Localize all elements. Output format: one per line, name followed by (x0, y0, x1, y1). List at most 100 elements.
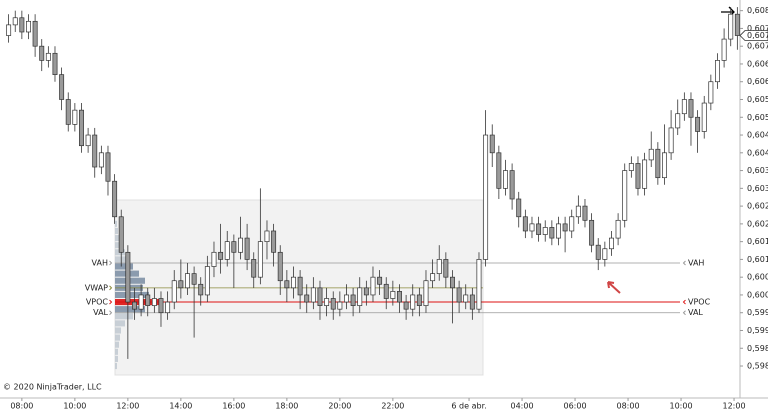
candle-body (39, 45, 45, 61)
x-tick-label: 18:00 (275, 402, 298, 411)
candle-body (708, 81, 714, 104)
profile-bar (115, 362, 117, 370)
candle-body (622, 170, 628, 221)
x-tick-label: 12:00 (116, 402, 139, 411)
y-tick-label: 0,6015 (747, 237, 768, 246)
candle-body (350, 294, 356, 306)
candle-body (668, 127, 674, 154)
candle-body (165, 301, 171, 314)
level-chevron (109, 260, 113, 266)
candle-body (476, 259, 482, 310)
profile-bar (115, 263, 133, 270)
candle-body (463, 294, 469, 303)
candle-body (542, 227, 548, 235)
candle-body (297, 276, 303, 296)
candle-body (675, 113, 681, 129)
candle-body (72, 109, 78, 125)
profile-bar (115, 334, 120, 341)
candle-body (522, 216, 528, 232)
level-chevron (109, 310, 113, 316)
candle-body (602, 248, 608, 260)
candle-body (423, 280, 429, 306)
candle-body (450, 276, 455, 289)
x-tick-label: 12:00 (723, 402, 746, 411)
candle-body (715, 60, 720, 83)
profile-bar (115, 306, 145, 313)
candle-body (264, 230, 270, 242)
candle-body (728, 13, 734, 40)
candle-body (32, 20, 38, 47)
candle-body (416, 294, 422, 306)
candle-body (324, 298, 330, 306)
candle-body (383, 283, 389, 299)
candle-body (151, 298, 157, 306)
candle-body (211, 251, 217, 267)
candle-body (556, 223, 561, 239)
profile-bar (115, 348, 118, 355)
candle-body (443, 259, 449, 278)
candle-body (65, 99, 71, 125)
profile-bar (115, 220, 117, 227)
candle-body (271, 230, 277, 253)
profile-bar (115, 291, 149, 298)
candle-body (26, 20, 31, 33)
right-level-label: VAH (688, 258, 704, 267)
candle-body (112, 180, 118, 218)
candle-body (317, 287, 323, 306)
candle-body (549, 227, 555, 239)
candle-body (377, 276, 383, 285)
candle-body (19, 17, 25, 33)
candle-body (582, 205, 588, 221)
last-price-tag (739, 30, 768, 41)
candle-body (218, 251, 224, 260)
profile-bar (115, 313, 133, 320)
y-tick-label: 0,6045 (747, 131, 768, 140)
candle-body (125, 251, 131, 303)
profile-bar (115, 341, 119, 348)
candle-body (224, 241, 230, 260)
x-tick-label: 10:00 (670, 402, 693, 411)
candle-body (251, 259, 257, 278)
candle-body (330, 298, 336, 310)
candle-body (410, 294, 416, 310)
profile-bar (115, 235, 120, 242)
right-level-label: VAL (688, 308, 703, 317)
candle-body (681, 99, 687, 115)
candle-body (198, 283, 204, 296)
candle-body (575, 205, 581, 218)
x-tick-label: 22:00 (381, 402, 404, 411)
candle-body (98, 152, 104, 168)
candle-body (403, 301, 409, 310)
candle-body (6, 24, 12, 36)
candle-body (589, 219, 595, 246)
profile-bar (115, 355, 118, 362)
x-tick-label: 10:00 (63, 402, 86, 411)
level-chevron (682, 310, 686, 316)
candle-body (609, 237, 614, 250)
candle-body (483, 134, 489, 260)
candle-body (204, 266, 210, 296)
level-chevron (109, 299, 113, 305)
x-tick-label: 08:00 (10, 402, 33, 411)
level-label: VWAP (85, 283, 108, 292)
y-tick-label: 0,6075 (747, 24, 768, 33)
candle-body (12, 17, 18, 26)
candle-body (436, 259, 442, 274)
candle-body (344, 294, 349, 303)
candle-body (456, 287, 462, 303)
y-tick-label: 0,6035 (747, 166, 768, 175)
candle-body (52, 52, 58, 75)
candle-body (79, 109, 84, 147)
candle-body (238, 237, 243, 253)
candle-body (132, 301, 137, 310)
candle-body (45, 52, 51, 61)
annotation-arrow (607, 281, 621, 294)
candle-body (701, 102, 707, 132)
